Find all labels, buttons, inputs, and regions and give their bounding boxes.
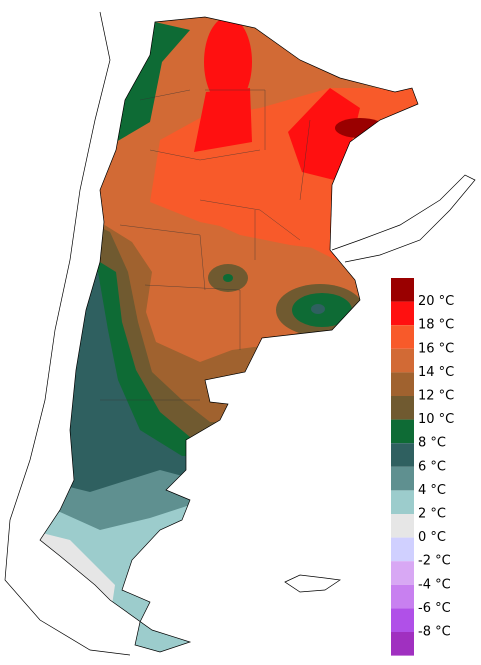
legend-label: 10 °C (418, 412, 454, 427)
legend-label: 18 °C (418, 318, 454, 333)
legend-label: 0 °C (418, 530, 446, 545)
legend-swatch (391, 632, 414, 656)
legend-label: 14 °C (418, 365, 454, 380)
legend-swatch (391, 584, 414, 609)
legend-label: 16 °C (418, 341, 454, 356)
chile-coast (4, 11, 131, 656)
legend-label: -2 °C (418, 554, 451, 569)
legend-swatch (391, 372, 414, 396)
legend-swatch (391, 301, 414, 326)
legend-label: 2 °C (418, 507, 446, 522)
zone-20-18 (204, 17, 252, 107)
legend-swatch (391, 325, 414, 349)
malvinas (284, 574, 341, 593)
legend-label: 6 °C (418, 459, 446, 474)
zone-10-8 (112, 22, 190, 142)
zone-8-6 (311, 304, 325, 314)
uruguay-coast (331, 174, 476, 263)
legend-swatch (391, 419, 414, 444)
legend-swatch (391, 608, 414, 632)
legend-swatch (391, 278, 414, 302)
legend-swatch (391, 396, 414, 420)
zone-20-18 (288, 88, 360, 182)
legend-swatch (391, 561, 414, 585)
legend-label: 20 °C (418, 294, 454, 309)
legend-swatch (391, 514, 414, 538)
province-borders (100, 89, 311, 401)
legend-label: -4 °C (418, 577, 451, 592)
legend-label: 4 °C (418, 483, 446, 498)
legend-label: 12 °C (418, 389, 454, 404)
legend-swatch (391, 348, 414, 373)
legend-label: -6 °C (418, 601, 451, 616)
zone-10-8 (223, 274, 233, 282)
legend-swatch (391, 490, 414, 514)
legend-swatch (391, 537, 414, 562)
legend: 20 °C 18 °C 16 °C 14 °C 12 °C 10 °C 8 °C 6 °C 4 … (391, 278, 454, 656)
legend-label: -8 °C (418, 625, 451, 640)
legend-label: 8 °C (418, 436, 446, 451)
zone-20-18 (194, 88, 252, 152)
legend-swatch (391, 466, 414, 491)
legend-swatch (391, 443, 414, 467)
argentina-outline (39, 16, 419, 653)
